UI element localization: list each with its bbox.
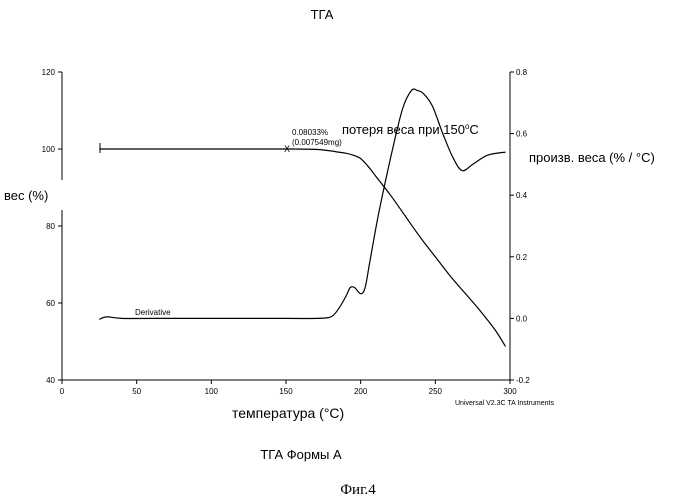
y-left-tick-label: 100 — [42, 145, 56, 154]
x-tick-label: 100 — [205, 387, 219, 396]
weight-loss-annotation: потеря веса при 150oC — [342, 122, 479, 137]
x-tick-label: 300 — [503, 387, 517, 396]
y-right-tick-label: -0.2 — [516, 376, 530, 385]
y-left-tick-label: 120 — [42, 68, 56, 77]
instrument-label: Universal V2.3C TA Instruments — [455, 400, 554, 407]
loss-mass-label: (0.007549mg) — [292, 138, 342, 147]
x-axis-label: температура (°C) — [232, 405, 344, 421]
chart-title: ТГА — [311, 7, 334, 22]
x-tick-label: 200 — [354, 387, 368, 396]
x-tick-label: 250 — [429, 387, 443, 396]
y-left-label: вес (%) — [4, 188, 48, 203]
axes-frame — [62, 72, 510, 380]
x-axis-ticks: 0 50 100 150 200 250 300 — [60, 380, 517, 396]
x-tick-label: 50 — [132, 387, 141, 396]
y-right-tick-label: 0.2 — [516, 253, 528, 262]
y-left-tick-label: 60 — [46, 299, 55, 308]
loss-marker: X — [284, 144, 290, 154]
y-left-tick-label: 80 — [46, 222, 55, 231]
figure-subtitle: ТГА Формы А — [260, 447, 342, 462]
y-right-label: произв. веса (% / °C) — [529, 150, 655, 165]
figure-label: Фиг.4 — [340, 482, 376, 498]
y-right-tick-label: 0.8 — [516, 68, 528, 77]
loss-percent-label: 0.08033% — [292, 128, 328, 137]
x-tick-label: 150 — [279, 387, 293, 396]
x-tick-label: 0 — [60, 387, 65, 396]
y-right-tick-label: 0.6 — [516, 130, 528, 139]
left-axis-ticks: 40 60 80 100 120 — [42, 68, 62, 385]
right-axis-ticks: -0.2 0.0 0.2 0.4 0.6 0.8 — [510, 68, 530, 385]
derivative-series-label: Derivative — [135, 308, 171, 317]
y-right-tick-label: 0.0 — [516, 314, 528, 323]
y-right-tick-label: 0.4 — [516, 191, 528, 200]
y-left-tick-label: 40 — [46, 376, 55, 385]
